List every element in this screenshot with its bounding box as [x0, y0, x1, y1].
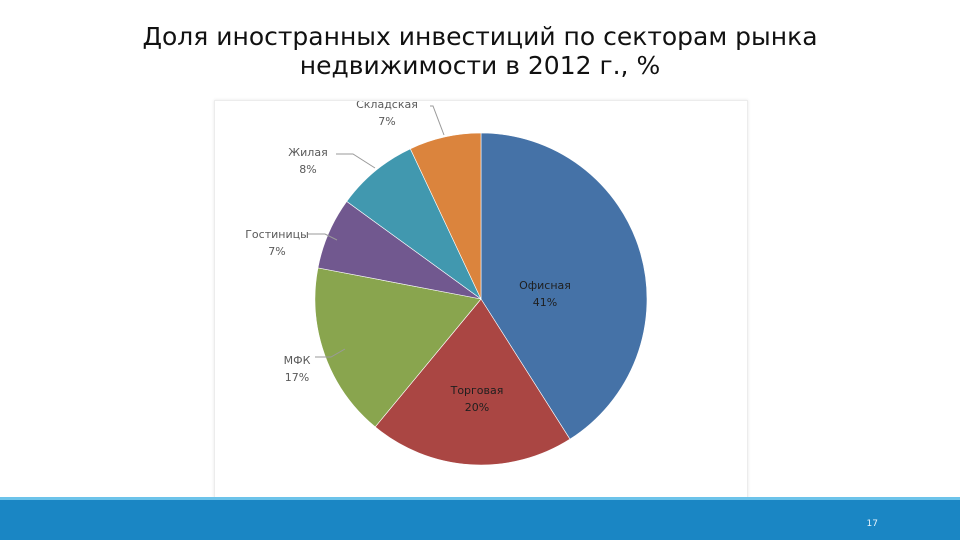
pie-chart-frame: Офисная 41% Торговая 20% МФК 17% Гостиницы 7% Жи…	[214, 100, 748, 498]
slice-value-label: 8%	[299, 163, 316, 176]
label-leader-line	[430, 105, 445, 136]
pie-slice	[480, 132, 648, 440]
pie-chart: Офисная 41% Торговая 20% МФК 17% Гостиницы 7% Жи…	[245, 101, 648, 466]
slide-title: Доля иностранных инвестиций по секторам …	[120, 22, 840, 80]
slice-value-label: 20%	[465, 401, 489, 414]
slice-name-label: Складская	[356, 101, 418, 111]
slice-value-label: 17%	[285, 371, 309, 384]
slice-name-label: Торговая	[450, 384, 504, 397]
slide-title-line-1: Доля иностранных инвестиций по секторам …	[142, 22, 818, 51]
label-leader-line	[315, 348, 346, 358]
slice-value-label: 7%	[268, 245, 285, 258]
pie-slice	[409, 132, 482, 300]
slice-name-label: МФК	[284, 354, 311, 367]
slide-title-line-2: недвижимости в 2012 г., %	[299, 51, 661, 80]
slice-name-label: Жилая	[288, 146, 327, 159]
footer-band: 17	[0, 497, 960, 540]
slice-name-label: Офисная	[519, 279, 571, 292]
pie-slice	[374, 298, 571, 466]
slice-value-label: 7%	[378, 115, 395, 128]
slice-value-label: 41%	[533, 296, 557, 309]
slice-name-label: Гостиницы	[245, 228, 309, 241]
label-leader-line	[308, 233, 338, 241]
label-leader-line	[336, 153, 376, 169]
pie-slice	[314, 267, 482, 428]
page-number: 17	[866, 519, 878, 529]
